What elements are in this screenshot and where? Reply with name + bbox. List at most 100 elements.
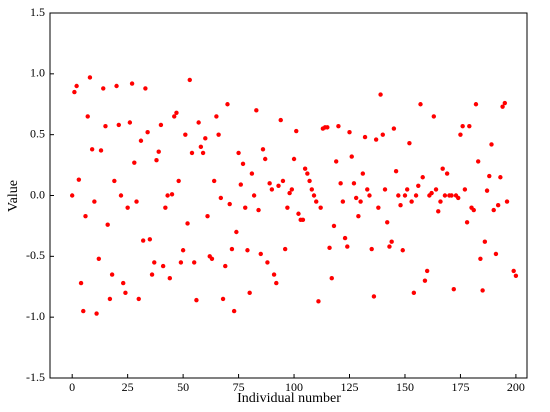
point <box>132 160 137 165</box>
point <box>287 190 292 196</box>
point <box>236 150 241 156</box>
point <box>438 199 443 204</box>
point <box>387 244 392 249</box>
point <box>196 120 201 125</box>
point <box>94 311 99 316</box>
point <box>300 217 306 223</box>
point <box>163 205 168 210</box>
point <box>127 120 133 125</box>
point <box>369 246 374 252</box>
x-tick-label: 200 <box>507 380 525 394</box>
point <box>109 272 115 277</box>
point <box>500 104 505 109</box>
point <box>396 193 401 198</box>
point <box>76 177 82 182</box>
point <box>331 223 337 229</box>
x-tick-label: 75 <box>233 380 245 394</box>
point <box>475 159 481 164</box>
x-tick-label: 175 <box>451 380 469 394</box>
point <box>158 122 164 128</box>
point <box>467 123 472 129</box>
point <box>118 193 124 198</box>
point <box>276 183 281 188</box>
point <box>205 213 210 219</box>
point <box>271 272 277 277</box>
point <box>145 130 150 135</box>
point <box>74 83 79 89</box>
point <box>400 248 405 253</box>
point <box>294 128 299 134</box>
x-tick-label: 100 <box>285 380 303 394</box>
point <box>371 294 377 299</box>
point <box>367 193 372 198</box>
point <box>449 193 454 198</box>
point <box>278 117 283 123</box>
point <box>376 205 381 210</box>
point <box>160 263 166 269</box>
point <box>123 290 128 296</box>
point <box>101 86 106 91</box>
point <box>198 144 204 150</box>
point <box>116 122 121 128</box>
point <box>81 308 86 314</box>
point <box>404 187 410 192</box>
point <box>471 207 476 213</box>
point <box>274 280 279 286</box>
point <box>152 260 157 265</box>
point <box>482 239 488 244</box>
point <box>422 278 428 283</box>
y-tick-label: -1.0 <box>26 309 45 323</box>
point <box>265 260 270 265</box>
point <box>183 132 188 137</box>
point <box>138 138 144 143</box>
point <box>504 199 510 204</box>
point <box>147 237 153 242</box>
point <box>285 205 290 210</box>
point <box>353 195 359 201</box>
point <box>258 251 263 257</box>
point <box>172 114 177 119</box>
point <box>203 136 208 141</box>
point <box>305 171 310 176</box>
point <box>218 195 224 201</box>
point <box>96 256 102 261</box>
point <box>433 187 439 192</box>
point <box>121 280 126 286</box>
point <box>314 199 319 204</box>
point <box>451 286 456 292</box>
point <box>411 290 417 296</box>
point <box>382 187 388 192</box>
point <box>243 205 248 210</box>
y-tick-label: 0.0 <box>30 187 45 201</box>
point <box>291 156 297 162</box>
point <box>269 187 275 192</box>
point <box>380 132 385 137</box>
point <box>194 297 199 303</box>
y-tick-label: 1.0 <box>30 66 45 80</box>
point <box>267 181 272 186</box>
point <box>149 272 155 277</box>
point <box>225 102 230 107</box>
point <box>165 193 170 198</box>
point <box>327 245 332 251</box>
point <box>460 123 465 129</box>
point <box>227 201 232 207</box>
point <box>263 156 268 162</box>
point <box>169 192 175 197</box>
point <box>103 123 108 129</box>
point <box>340 199 346 204</box>
point <box>358 199 363 204</box>
point <box>154 158 159 163</box>
point <box>72 89 77 95</box>
point <box>98 148 104 153</box>
point <box>424 268 430 274</box>
point <box>167 276 173 281</box>
point <box>200 150 206 156</box>
point <box>440 166 445 171</box>
point <box>223 263 228 269</box>
y-axis-label: Value <box>6 180 21 212</box>
point <box>180 248 186 253</box>
point <box>498 175 503 180</box>
point <box>365 187 370 192</box>
point <box>458 132 463 137</box>
